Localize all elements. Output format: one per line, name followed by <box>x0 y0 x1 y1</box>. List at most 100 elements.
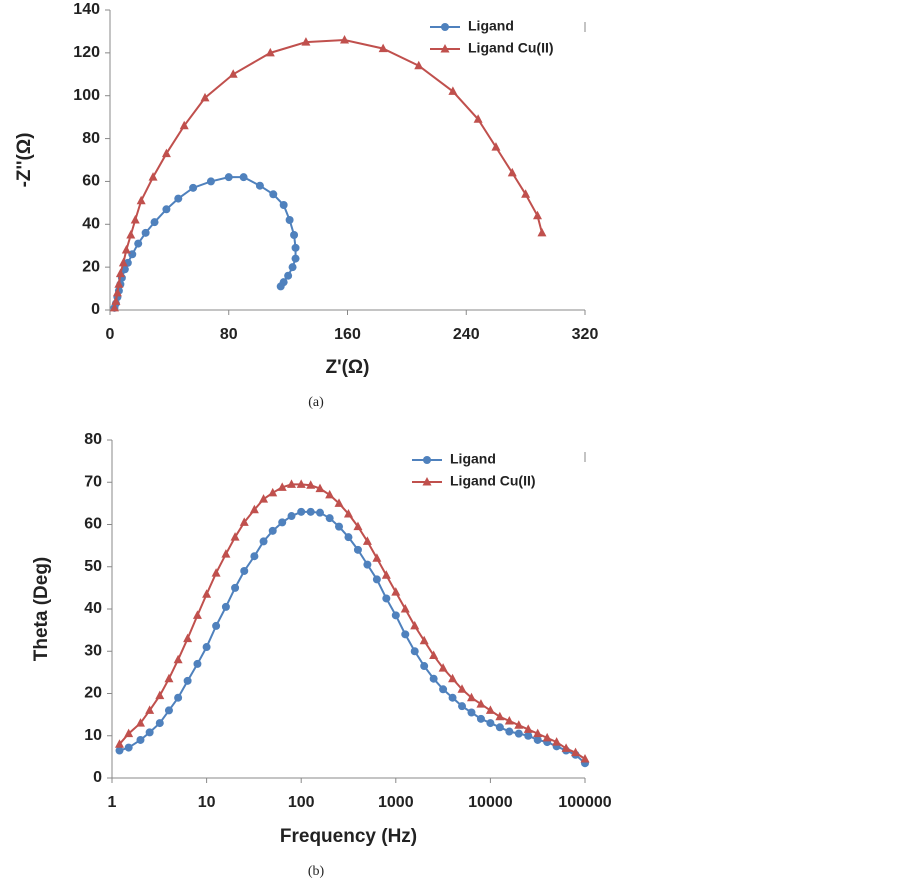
data-point <box>211 568 221 577</box>
x-tick-label: 1 <box>108 794 117 811</box>
y-tick-label: 60 <box>84 516 102 533</box>
x-tick-label: 100 <box>288 794 315 811</box>
data-point <box>250 552 259 561</box>
data-point <box>537 227 547 237</box>
data-point <box>325 489 335 499</box>
data-point <box>164 706 173 715</box>
data-point <box>228 69 238 78</box>
data-point <box>202 643 211 652</box>
data-point <box>290 231 299 239</box>
data-point <box>382 594 391 603</box>
data-point <box>231 583 240 592</box>
legend-label: Ligand <box>468 18 514 34</box>
y-tick-label: 100 <box>73 87 100 104</box>
data-point <box>174 693 183 702</box>
data-point <box>438 663 448 672</box>
data-point <box>150 218 159 227</box>
data-point <box>580 753 590 763</box>
data-point <box>136 195 146 205</box>
data-point <box>162 205 171 214</box>
y-tick-label: 0 <box>91 301 100 318</box>
data-point <box>448 86 458 95</box>
data-point <box>134 239 143 248</box>
data-point <box>206 177 215 186</box>
data-point <box>179 120 189 130</box>
data-point <box>202 589 212 598</box>
legend-marker <box>441 23 449 31</box>
x-tick-label: 80 <box>220 326 238 343</box>
data-point <box>287 512 296 521</box>
data-point <box>401 630 410 639</box>
data-point <box>161 148 171 158</box>
data-point <box>414 60 424 70</box>
x-tick-label: 1000 <box>378 794 414 811</box>
data-point <box>221 602 230 611</box>
data-point <box>255 181 264 190</box>
y-tick-label: 140 <box>73 1 100 18</box>
y-tick-label: 70 <box>84 473 102 490</box>
data-point <box>112 287 122 297</box>
data-point <box>173 654 183 664</box>
data-point <box>410 620 420 630</box>
data-point <box>521 189 531 198</box>
series-line <box>113 38 543 309</box>
data-point <box>552 737 562 746</box>
data-point <box>200 92 210 102</box>
data-point <box>296 479 306 488</box>
data-point <box>259 537 268 546</box>
data-point <box>265 47 275 57</box>
data-point <box>148 172 158 181</box>
data-point <box>381 570 391 579</box>
data-point <box>448 693 457 702</box>
data-point <box>279 201 288 209</box>
data-point <box>533 210 542 220</box>
data-point <box>287 479 297 488</box>
data-point <box>473 114 483 123</box>
series-line <box>118 483 586 760</box>
data-point <box>542 732 552 742</box>
x-tick-label: 320 <box>572 326 599 343</box>
data-point <box>448 673 458 683</box>
data-point <box>124 728 134 738</box>
data-point <box>183 633 193 643</box>
data-point <box>136 735 145 744</box>
data-point <box>269 190 278 199</box>
y-axis-label: -Z''(Ω) <box>14 133 35 188</box>
data-point <box>353 545 362 554</box>
data-point <box>124 743 133 752</box>
data-point <box>155 690 165 700</box>
data-point <box>533 728 543 738</box>
data-point <box>372 553 382 562</box>
legend-marker <box>440 44 450 53</box>
y-tick-label: 120 <box>73 44 100 61</box>
data-point <box>155 719 164 728</box>
legend-label: Ligand <box>450 451 496 467</box>
data-point <box>571 747 581 757</box>
data-point <box>118 257 128 267</box>
data-point <box>183 676 192 685</box>
data-point <box>109 302 119 312</box>
data-point <box>135 718 145 727</box>
data-point <box>145 705 155 714</box>
data-point <box>391 611 400 620</box>
data-point <box>121 245 131 254</box>
y-tick-label: 30 <box>84 642 102 659</box>
data-point <box>334 498 344 507</box>
data-point <box>400 604 410 613</box>
data-point <box>115 746 124 755</box>
data-point <box>495 711 505 721</box>
data-point <box>344 533 353 542</box>
data-point <box>114 279 124 288</box>
data-point <box>457 684 467 693</box>
legend-label: Ligand Cu(II) <box>468 40 554 56</box>
y-tick-label: 50 <box>84 558 102 575</box>
data-point <box>419 635 429 645</box>
data-point <box>230 532 240 541</box>
data-point <box>212 621 221 630</box>
data-point <box>193 659 202 668</box>
data-point <box>491 142 501 151</box>
data-point <box>343 508 353 518</box>
data-point <box>391 587 401 596</box>
data-point <box>288 263 297 272</box>
data-point <box>505 727 514 736</box>
